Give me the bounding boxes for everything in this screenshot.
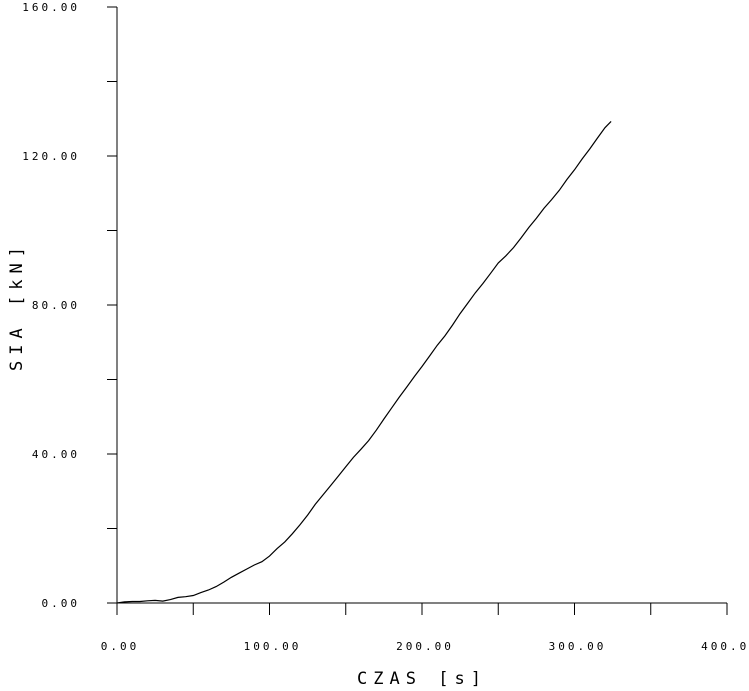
y-axis-title: SIA [kN]: [7, 241, 27, 371]
x-tick-label: 200.00: [396, 640, 454, 653]
y-tick-label: 80.00: [32, 299, 80, 312]
tick-labels: 0.00 40.00 80.00 120.00 160.00 0.00 100.00 200.…: [22, 1, 749, 653]
series-line: [116, 120, 612, 604]
y-tick-label: 0.00: [42, 597, 81, 610]
x-tick-label: 400.00: [701, 640, 749, 653]
y-tick-label: 40.00: [32, 448, 80, 461]
x-tick-label: 0.00: [101, 640, 140, 653]
x-tick-label: 100.00: [244, 640, 302, 653]
x-tick-label: 300.00: [549, 640, 607, 653]
axes: [116, 7, 727, 604]
x-axis-title: CZAS [s]: [357, 669, 487, 689]
y-tick-label: 120.00: [22, 150, 80, 163]
y-tick-label: 160.00: [22, 1, 80, 14]
ticks: [107, 6, 728, 615]
